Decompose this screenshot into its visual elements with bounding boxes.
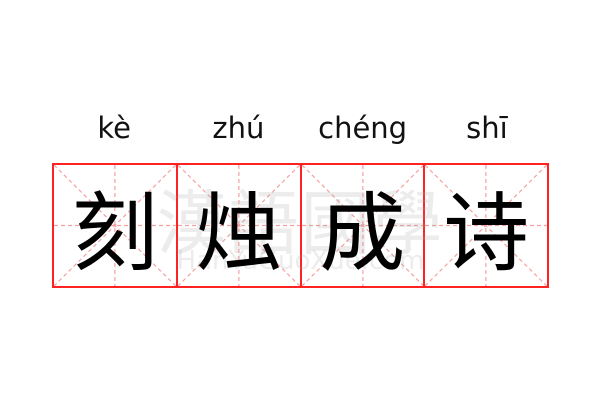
pinyin-row: kè zhú chéng shī xyxy=(52,108,549,148)
character-grid: 刻 烛 成 诗 xyxy=(52,163,549,288)
pinyin: kè xyxy=(97,111,131,145)
character-cell: 成 xyxy=(299,165,424,286)
pinyin: shī xyxy=(466,111,508,145)
character-cell: 烛 xyxy=(175,165,300,286)
character: 刻 xyxy=(71,184,158,284)
guide-line xyxy=(54,165,176,286)
guide-lines xyxy=(178,165,300,286)
character: 成 xyxy=(319,184,406,284)
guide-line xyxy=(425,165,547,286)
character-cell: 诗 xyxy=(423,165,547,286)
pinyin: zhú xyxy=(212,111,265,145)
character: 诗 xyxy=(443,184,530,284)
guide-lines xyxy=(54,165,176,286)
pinyin: chéng xyxy=(318,111,408,145)
guide-lines xyxy=(425,165,547,286)
guide-line xyxy=(302,165,424,286)
character: 烛 xyxy=(195,184,282,284)
character-cell: 刻 xyxy=(54,165,176,286)
guide-line xyxy=(178,165,300,286)
guide-lines xyxy=(302,165,424,286)
